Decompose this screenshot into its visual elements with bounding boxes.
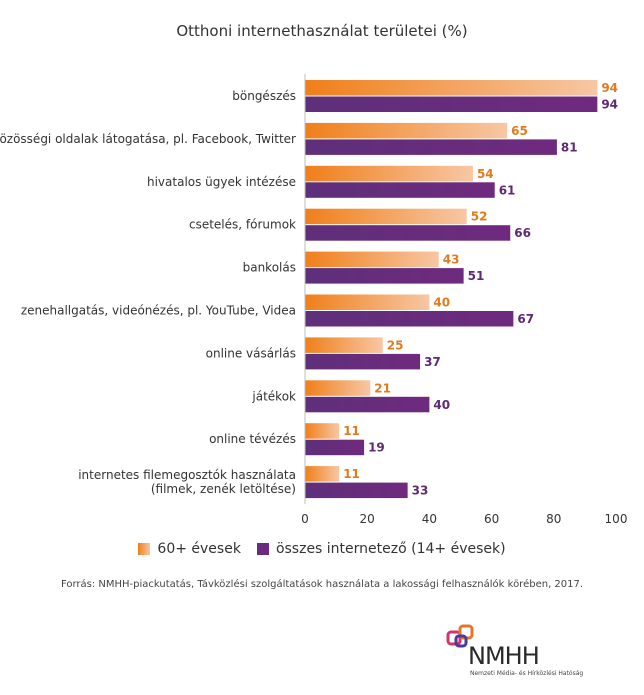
bar-60plus xyxy=(305,423,340,439)
bar-60plus xyxy=(305,208,467,225)
logo-text: NMHH xyxy=(468,642,540,670)
bar-all-users xyxy=(305,139,557,155)
bar-60plus xyxy=(305,80,598,96)
legend-item-all: összes internetező (14+ évesek) xyxy=(256,541,506,557)
legend: 60+ évesek összes internetező (14+ évese… xyxy=(0,541,644,557)
bar-60plus xyxy=(305,165,473,182)
bar-all-users xyxy=(305,353,421,370)
logo-subtitle: Nemzeti Média- és Hírközlési Hatóság xyxy=(470,670,584,677)
data-label: 94 xyxy=(601,81,618,95)
category-label: online vásárlás xyxy=(206,346,296,360)
bar-all-users xyxy=(305,311,514,327)
bar-all-users xyxy=(305,396,430,413)
logo-mark-icon xyxy=(446,624,474,648)
data-label: 51 xyxy=(468,269,485,283)
bar-60plus xyxy=(305,251,439,268)
data-label: 52 xyxy=(471,210,488,224)
x-tick-label: 0 xyxy=(301,512,309,526)
data-label: 25 xyxy=(387,338,404,352)
category-label: közösségi oldalak látogatása, pl. Facebo… xyxy=(0,132,296,146)
category-label: játékok xyxy=(251,389,296,403)
data-label: 81 xyxy=(561,140,578,154)
bar-all-users xyxy=(305,482,408,499)
category-label: bankolás xyxy=(243,261,296,275)
bar-all-users xyxy=(305,182,495,198)
bar-60plus xyxy=(305,466,340,482)
bar-60plus xyxy=(305,337,383,353)
category-label: zenehallgatás, videónézés, pl. YouTube, … xyxy=(21,304,296,318)
data-label: 65 xyxy=(511,124,528,138)
data-label: 54 xyxy=(477,167,494,181)
x-tick-label: 40 xyxy=(422,512,437,526)
bar-all-users xyxy=(305,268,464,284)
bar-60plus xyxy=(305,380,371,396)
category-label: online tévézés xyxy=(209,432,296,446)
chart-title: Otthoni internethasználat területei (%) xyxy=(176,22,468,40)
x-tick-label: 100 xyxy=(605,512,628,526)
x-tick-label: 80 xyxy=(546,512,561,526)
source-note: Forrás: NMHH-piackutatás, Távközlési szo… xyxy=(60,579,584,590)
bar-60plus xyxy=(305,294,430,310)
x-tick-label: 60 xyxy=(484,512,499,526)
data-label: 67 xyxy=(517,312,534,326)
data-label: 61 xyxy=(499,183,516,197)
nmhh-logo: NMHH Nemzeti Média- és Hírközlési Hatósá… xyxy=(442,624,602,684)
data-label: 11 xyxy=(343,424,360,438)
data-label: 66 xyxy=(514,226,531,240)
data-label: 40 xyxy=(433,296,450,310)
legend-item-60plus: 60+ évesek xyxy=(138,541,241,557)
data-label: 21 xyxy=(374,381,391,395)
legend-swatch-all xyxy=(256,543,269,555)
data-label: 37 xyxy=(424,355,441,369)
data-label: 11 xyxy=(343,467,360,481)
bar-60plus xyxy=(305,122,508,139)
category-label: hivatalos ügyek intézése xyxy=(147,175,296,189)
category-label: internetes filemegosztók használata (film… xyxy=(78,468,296,496)
bar-all-users xyxy=(305,225,511,241)
bar-chart: böngészés 94 94 közösségi oldalak látogatás… xyxy=(0,74,628,526)
data-label: 94 xyxy=(601,98,618,112)
legend-label-60plus: 60+ évesek xyxy=(157,541,241,557)
bar-all-users xyxy=(305,439,365,456)
data-label: 19 xyxy=(368,441,385,455)
category-label: böngészés xyxy=(232,89,296,103)
data-label: 40 xyxy=(433,398,450,412)
bar-all-users xyxy=(305,96,598,112)
category-label: csetelés, fórumok xyxy=(189,218,296,232)
x-tick-label: 20 xyxy=(360,512,375,526)
legend-swatch-60plus xyxy=(138,543,151,555)
data-label: 43 xyxy=(443,253,460,267)
legend-label-all: összes internetező (14+ évesek) xyxy=(275,541,506,557)
data-label: 33 xyxy=(412,484,429,498)
